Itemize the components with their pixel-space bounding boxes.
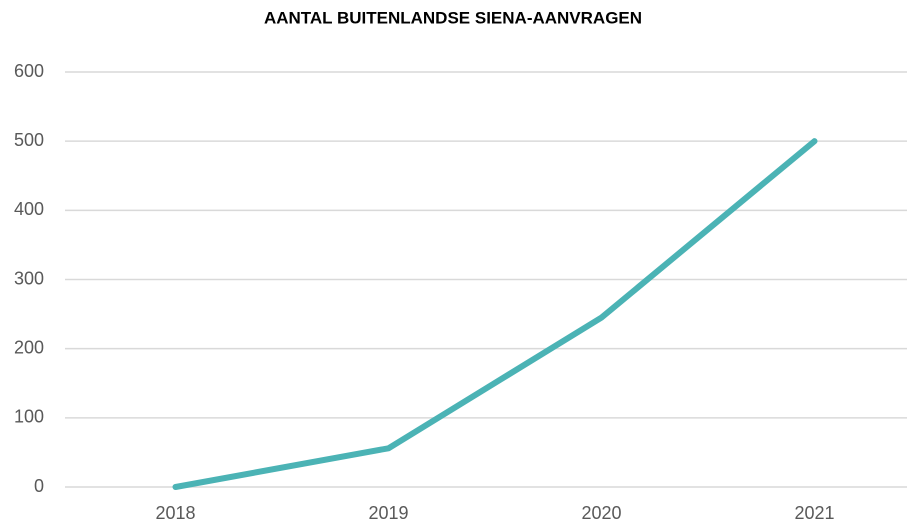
y-tick-label: 500 bbox=[14, 130, 44, 150]
x-tick-label: 2018 bbox=[155, 503, 195, 523]
y-tick-label: 0 bbox=[34, 476, 44, 496]
y-tick-label: 200 bbox=[14, 337, 44, 357]
y-tick-label: 400 bbox=[14, 199, 44, 219]
x-tick-label: 2019 bbox=[368, 503, 408, 523]
y-tick-label: 300 bbox=[14, 268, 44, 288]
y-tick-label: 100 bbox=[14, 407, 44, 427]
x-tick-label: 2021 bbox=[794, 503, 834, 523]
line-series bbox=[172, 138, 818, 490]
y-tick-label: 600 bbox=[14, 61, 44, 81]
x-tick-label: 2020 bbox=[581, 503, 621, 523]
chart-title: AANTAL BUITENLANDSE SIENA-AANVRAGEN bbox=[264, 8, 642, 27]
